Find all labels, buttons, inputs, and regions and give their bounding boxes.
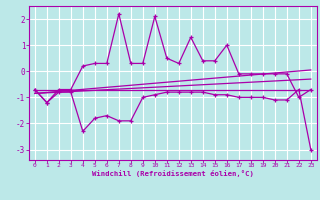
- X-axis label: Windchill (Refroidissement éolien,°C): Windchill (Refroidissement éolien,°C): [92, 170, 254, 177]
